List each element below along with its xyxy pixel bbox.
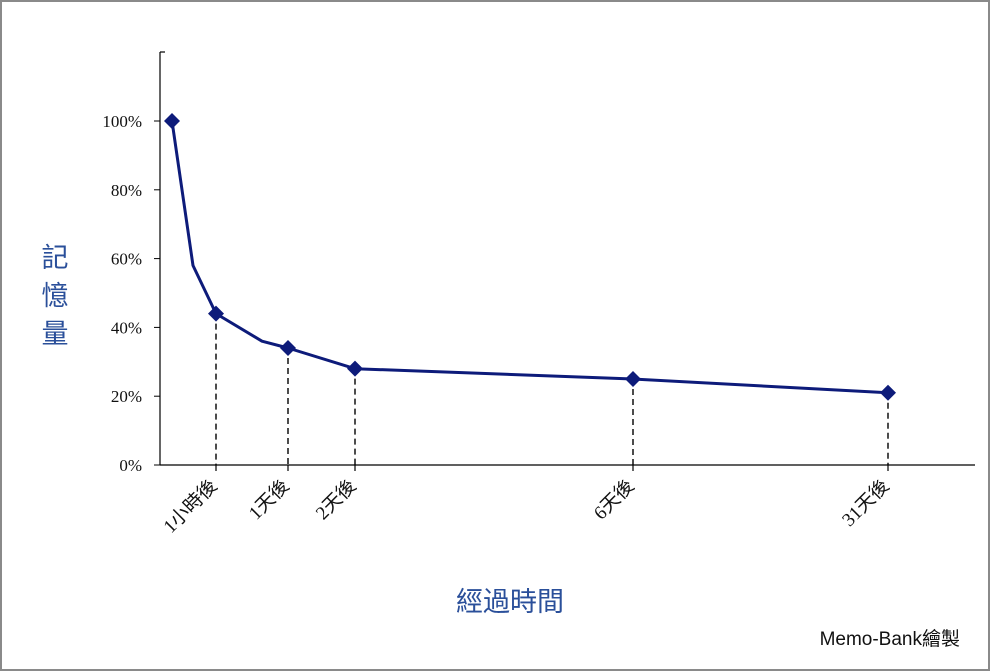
tick-labels: 0% 20% 40% 60% 80% 100% 1小時後 1天後 2天後 6天後 31天後	[102, 112, 893, 538]
series-markers	[164, 113, 896, 401]
y-tick-label: 100%	[102, 112, 142, 131]
x-tick-label: 31天後	[838, 475, 894, 531]
data-point-marker	[880, 384, 896, 401]
y-tick-label: 20%	[111, 387, 142, 406]
y-tick-label: 0%	[119, 456, 142, 475]
x-tick-label: 2天後	[311, 475, 360, 524]
series-line	[170, 120, 889, 395]
data-point-marker	[280, 340, 296, 357]
data-point-marker	[347, 360, 363, 377]
y-axis-label: 記憶量	[41, 243, 69, 350]
drop-lines	[215, 313, 889, 465]
x-tick-label: 1天後	[244, 475, 293, 524]
chart-axes	[154, 51, 975, 471]
x-tick-label: 1小時後	[159, 475, 222, 538]
data-point-marker	[208, 305, 224, 322]
series-polyline	[170, 120, 889, 395]
x-tick-label: 6天後	[589, 475, 638, 524]
data-point-marker	[625, 371, 641, 387]
y-tick-label: 40%	[111, 318, 142, 337]
data-point-marker	[164, 113, 180, 129]
y-tick-label: 80%	[111, 181, 142, 200]
y-tick-label: 60%	[111, 250, 142, 269]
x-axis-label: 經過時間	[456, 587, 564, 618]
credit-text: Memo-Bank繪製	[819, 629, 960, 650]
